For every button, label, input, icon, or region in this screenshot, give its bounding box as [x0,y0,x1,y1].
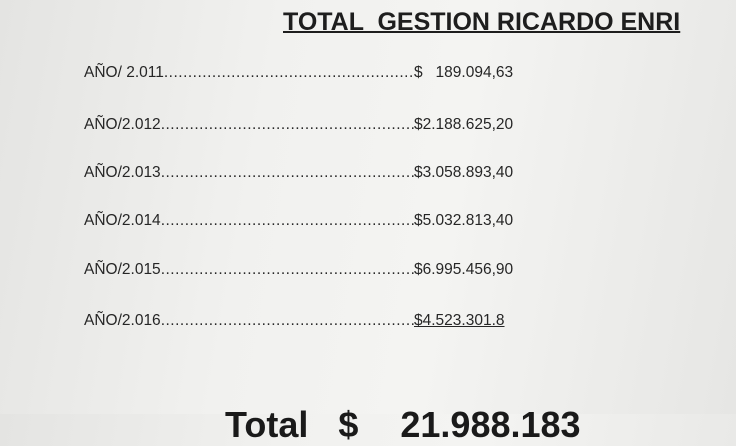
dot-leader: ........................................… [160,116,414,133]
grand-total: Total $21.988.183 [205,362,581,446]
year-amount: $4.523.301.8 [414,312,505,329]
year-label: AÑO/2.014 [84,212,161,229]
total-label: Total [225,404,309,445]
document-title: TOTAL GESTION RICARDO ENRI [283,8,681,36]
year-amount: $ 189.094,63 [414,64,514,81]
dot-leader: ........................................… [160,312,414,329]
year-label: AÑO/2.012 [84,116,161,133]
year-row: AÑO/2.014 ..............................… [84,212,554,230]
year-amount: $5.032.813,40 [414,212,514,229]
total-currency: $ [338,404,359,445]
year-label: AÑO/2.016 [84,312,161,329]
dot-leader: ........................................… [160,212,414,229]
year-amount: $2.188.625,20 [414,116,514,133]
dot-leader: ........................................… [160,261,414,278]
year-label: AÑO/2.013 [84,164,161,181]
dot-leader: ........................................… [160,164,414,181]
year-row: AÑO/ 2.011 .............................… [84,64,554,82]
year-row: AÑO/2.016 ..............................… [84,312,554,330]
total-value: 21.988.183 [400,404,581,445]
year-row: AÑO/2.013 ..............................… [84,164,554,182]
dot-leader: ........................................… [163,64,414,81]
year-row: AÑO/2.012 ..............................… [84,116,554,134]
year-label: AÑO/2.015 [84,261,161,278]
year-amount: $3.058.893,40 [414,164,514,181]
year-label: AÑO/ 2.011 [84,64,164,81]
year-row: AÑO/2.015 ..............................… [84,261,554,279]
year-amount: $6.995.456,90 [414,261,514,278]
